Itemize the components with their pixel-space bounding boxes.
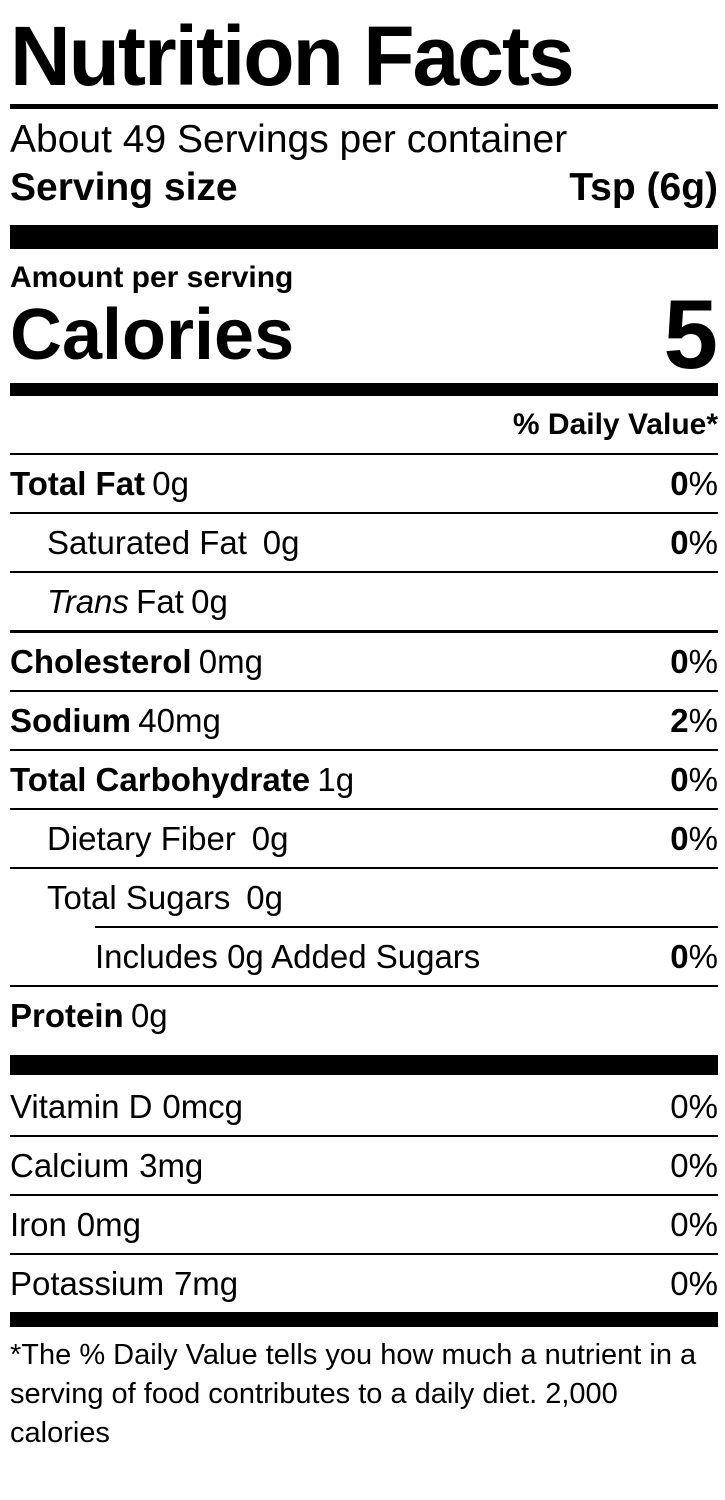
label-title: Nutrition Facts <box>10 9 575 103</box>
nutrient-name: Total Sugars <box>47 879 231 917</box>
nutrient-name: Includes 0g Added Sugars <box>95 938 481 976</box>
nutrient-row-total-carbohydrate: Total Carbohydrate 1g 0% <box>10 749 718 808</box>
nutrient-name: Protein <box>10 997 124 1035</box>
nutrient-percent: 0 <box>670 643 689 681</box>
title-rule <box>10 104 718 109</box>
calories-value: 5 <box>663 279 718 389</box>
nutrient-percent: 0 <box>670 524 689 562</box>
daily-value-header: % Daily Value* <box>512 408 718 442</box>
divider-bar-bottom <box>10 1312 718 1328</box>
vitamin-percent: 0 <box>670 1088 689 1126</box>
nutrient-percent: 0 <box>670 465 689 503</box>
nutrient-amount: 0g <box>251 820 289 858</box>
vitamin-name: Iron <box>10 1206 67 1244</box>
serving-size-row: Serving size Tsp (6g) <box>10 163 718 225</box>
vitamin-amount: 3mg <box>139 1147 204 1185</box>
vitamin-amount: 7mg <box>173 1265 239 1303</box>
vitamin-amount: 0mg <box>76 1206 141 1244</box>
calories-label: Calories <box>10 294 295 375</box>
nutrition-facts-label: Nutrition Facts About 49 Servings per co… <box>10 9 718 1453</box>
vitamin-row-potassium: Potassium 7mg 0% <box>10 1253 718 1312</box>
nutrient-row-added-sugars: Includes 0g Added Sugars 0% <box>10 928 718 985</box>
percent-sign: % <box>688 1088 718 1126</box>
nutrient-name: Saturated Fat <box>47 524 247 562</box>
percent-sign: % <box>688 524 718 562</box>
nutrient-row-trans-fat: Trans Fat 0g <box>10 571 718 630</box>
added-sugars-rule <box>95 926 718 929</box>
nutrient-name: Sodium <box>10 702 131 740</box>
vitamin-percent: 0 <box>670 1265 689 1303</box>
vitamin-name: Calcium <box>10 1147 130 1185</box>
divider-bar-thick <box>10 1055 718 1076</box>
nutrient-row-cholesterol: Cholesterol 0mg 0% <box>10 630 718 690</box>
percent-sign: % <box>688 702 718 740</box>
nutrient-name: Cholesterol <box>10 643 192 681</box>
nutrient-amount: 0g <box>152 465 190 503</box>
vitamin-row-calcium: Calcium 3mg 0% <box>10 1135 718 1194</box>
nutrient-row-protein: Protein 0g <box>10 985 718 1055</box>
nutrient-amount: 0g <box>191 583 228 621</box>
nutrient-amount: 0g <box>130 997 168 1035</box>
nutrient-row-dietary-fiber: Dietary Fiber 0g 0% <box>10 808 718 867</box>
nutrient-amount: 40mg <box>138 702 221 740</box>
nutrient-percent: 0 <box>670 761 689 799</box>
percent-sign: % <box>688 1147 718 1185</box>
vitamin-amount: 0mcg <box>162 1088 244 1126</box>
percent-sign: % <box>688 820 718 858</box>
daily-value-footnote: *The % Daily Value tells you how much a … <box>10 1327 718 1453</box>
divider-bar-thick <box>10 225 718 249</box>
amount-per-serving-label: Amount per serving <box>10 261 294 294</box>
nutrient-percent: 0 <box>670 938 689 976</box>
serving-size-label: Serving size <box>10 166 238 209</box>
percent-sign: % <box>688 1265 718 1303</box>
footnote-line: serving of food contributes to a daily d… <box>10 1378 618 1450</box>
percent-sign: % <box>688 465 718 503</box>
nutrient-name-italic: Trans <box>47 583 129 621</box>
vitamin-percent: 0 <box>670 1147 689 1185</box>
vitamin-name: Potassium <box>10 1265 165 1303</box>
percent-sign: % <box>688 1206 718 1244</box>
nutrient-amount: 0g <box>262 524 300 562</box>
nutrient-name: Total Carbohydrate <box>10 761 311 799</box>
nutrient-row-saturated-fat: Saturated Fat 0g 0% <box>10 512 718 571</box>
nutrient-amount: 1g <box>317 761 355 799</box>
serving-size-value: Tsp (6g) <box>569 166 718 209</box>
nutrient-amount: 0g <box>246 879 283 917</box>
percent-sign: % <box>688 761 718 799</box>
nutrient-amount: 0mg <box>198 643 263 681</box>
nutrient-name: Total Fat <box>10 465 146 503</box>
vitamin-row-iron: Iron 0mg 0% <box>10 1194 718 1253</box>
servings-per-container: About 49 Servings per container <box>10 118 568 161</box>
calories-row: Calories 5 <box>10 279 718 389</box>
vitamin-name: Vitamin D <box>10 1088 153 1126</box>
nutrient-row-sodium: Sodium 40mg 2% <box>10 690 718 749</box>
divider-bar-medium <box>10 383 718 397</box>
footnote-line: *The % Daily Value tells you how much a … <box>10 1339 697 1372</box>
vitamin-percent: 0 <box>670 1206 689 1244</box>
nutrient-row-total-sugars: Total Sugars 0g <box>10 867 718 926</box>
percent-sign: % <box>688 643 718 681</box>
vitamin-row-vitamin-d: Vitamin D 0mcg 0% <box>10 1075 718 1135</box>
nutrient-percent: 2 <box>670 702 689 740</box>
nutrient-row-total-fat: Total Fat 0g 0% <box>10 453 718 512</box>
nutrient-name: Dietary Fiber <box>47 820 236 858</box>
nutrient-percent: 0 <box>670 820 689 858</box>
percent-sign: % <box>688 938 718 976</box>
nutrient-name: Fat <box>136 583 184 621</box>
